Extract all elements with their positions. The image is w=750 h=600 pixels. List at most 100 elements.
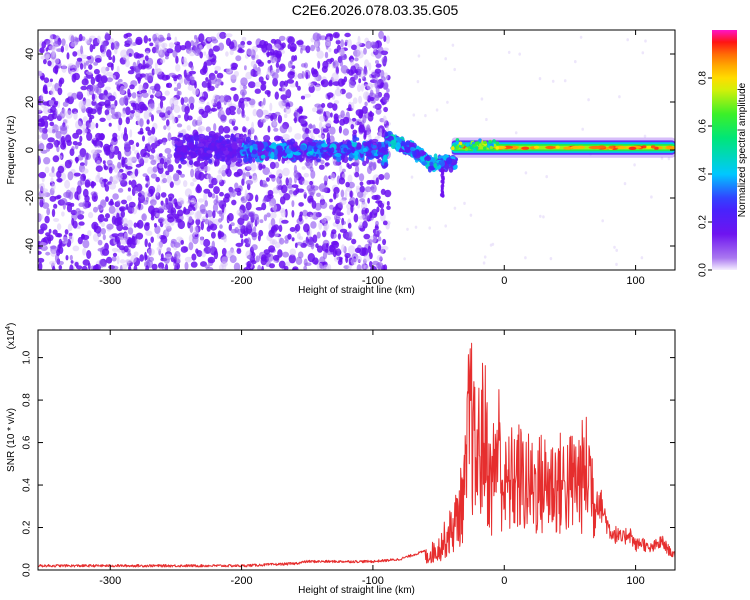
colorbar-tick-label: 0.0 xyxy=(698,263,709,277)
noise-speck xyxy=(84,158,88,167)
noise-speck xyxy=(111,233,119,238)
noise-speck xyxy=(274,111,281,116)
noise-speck xyxy=(644,39,647,43)
carrier-speck xyxy=(294,151,301,156)
carrier-hotspot xyxy=(570,145,581,150)
noise-speck xyxy=(358,111,363,119)
noise-speck xyxy=(184,261,189,270)
noise-speck xyxy=(386,88,390,93)
noise-speck xyxy=(70,35,75,44)
noise-speck xyxy=(190,197,196,205)
noise-speck xyxy=(383,82,389,90)
noise-speck xyxy=(117,150,122,161)
noise-speck xyxy=(377,131,383,138)
carrier-speck xyxy=(464,147,469,151)
noise-speck xyxy=(268,229,275,238)
noise-speck xyxy=(267,91,271,98)
noise-speck xyxy=(148,38,152,42)
noise-speck xyxy=(265,43,273,51)
noise-speck xyxy=(112,252,118,257)
noise-speck xyxy=(131,92,137,99)
carrier-speck xyxy=(273,135,281,142)
noise-speck xyxy=(81,100,86,109)
noise-speck xyxy=(106,49,112,58)
noise-speck xyxy=(376,254,383,262)
colorbar-tick-label: 0.2 xyxy=(698,215,709,229)
noise-speck xyxy=(233,262,241,270)
carrier-speck xyxy=(492,139,496,143)
noise-speck xyxy=(157,241,164,248)
noise-speck xyxy=(83,62,87,70)
noise-speck xyxy=(259,39,267,49)
noise-speck xyxy=(184,106,190,114)
noise-speck xyxy=(287,36,295,45)
noise-speck xyxy=(101,94,109,101)
noise-speck xyxy=(218,125,224,134)
noise-speck xyxy=(286,159,290,164)
x-tick-label: -100 xyxy=(362,575,384,587)
noise-speck xyxy=(372,41,378,50)
noise-speck xyxy=(207,191,213,198)
noise-speck xyxy=(322,264,330,270)
noise-speck xyxy=(291,200,295,208)
noise-speck xyxy=(263,214,268,222)
noise-speck xyxy=(103,178,107,188)
noise-speck xyxy=(103,218,109,222)
carrier-speck xyxy=(319,147,324,154)
noise-speck xyxy=(274,161,280,169)
carrier-speck xyxy=(260,151,265,155)
carrier-speck xyxy=(238,133,244,140)
noise-speck xyxy=(121,263,128,270)
carrier-speck xyxy=(178,164,182,169)
y-tick-label: 0.6 xyxy=(22,435,33,449)
noise-speck xyxy=(256,59,262,65)
noise-speck xyxy=(162,177,168,184)
carrier-speck xyxy=(274,148,278,156)
noise-speck xyxy=(406,227,409,231)
noise-speck xyxy=(85,60,89,66)
noise-speck xyxy=(228,224,232,231)
carrier-speck xyxy=(277,153,281,162)
noise-speck xyxy=(112,132,118,139)
x-tick-label: 0 xyxy=(501,575,507,587)
noise-speck xyxy=(246,48,254,56)
noise-speck xyxy=(38,229,44,235)
noise-speck xyxy=(154,62,158,71)
noise-speck xyxy=(204,200,208,207)
noise-speck xyxy=(54,108,58,118)
noise-speck xyxy=(61,38,66,47)
noise-speck xyxy=(87,230,92,237)
carrier-speck xyxy=(197,143,205,147)
carrier-speck xyxy=(215,139,223,143)
noise-speck xyxy=(360,202,368,211)
noise-speck xyxy=(197,119,202,126)
noise-speck xyxy=(213,186,220,195)
noise-speck xyxy=(369,89,374,97)
noise-speck xyxy=(323,175,328,184)
carrier-speck xyxy=(218,144,224,148)
carrier-speck xyxy=(193,134,200,142)
noise-speck xyxy=(326,188,331,194)
noise-speck xyxy=(414,225,418,229)
noise-speck xyxy=(69,264,74,270)
noise-speck xyxy=(106,113,112,121)
noise-speck xyxy=(245,208,250,218)
noise-speck xyxy=(108,95,116,102)
noise-speck xyxy=(177,90,182,96)
noise-speck xyxy=(263,196,267,202)
noise-speck xyxy=(94,225,102,234)
noise-speck xyxy=(47,113,55,122)
noise-speck xyxy=(105,150,110,156)
noise-speck xyxy=(354,158,360,167)
carrier-hotspot xyxy=(555,145,560,149)
noise-speck xyxy=(382,220,388,226)
noise-speck xyxy=(119,97,126,106)
noise-speck xyxy=(97,239,103,246)
noise-speck xyxy=(363,47,367,55)
carrier-speck xyxy=(321,143,328,148)
carrier-speck xyxy=(395,142,401,150)
noise-speck xyxy=(323,215,332,221)
noise-speck xyxy=(83,128,88,134)
carrier-speck xyxy=(317,145,322,149)
noise-speck xyxy=(149,42,154,47)
